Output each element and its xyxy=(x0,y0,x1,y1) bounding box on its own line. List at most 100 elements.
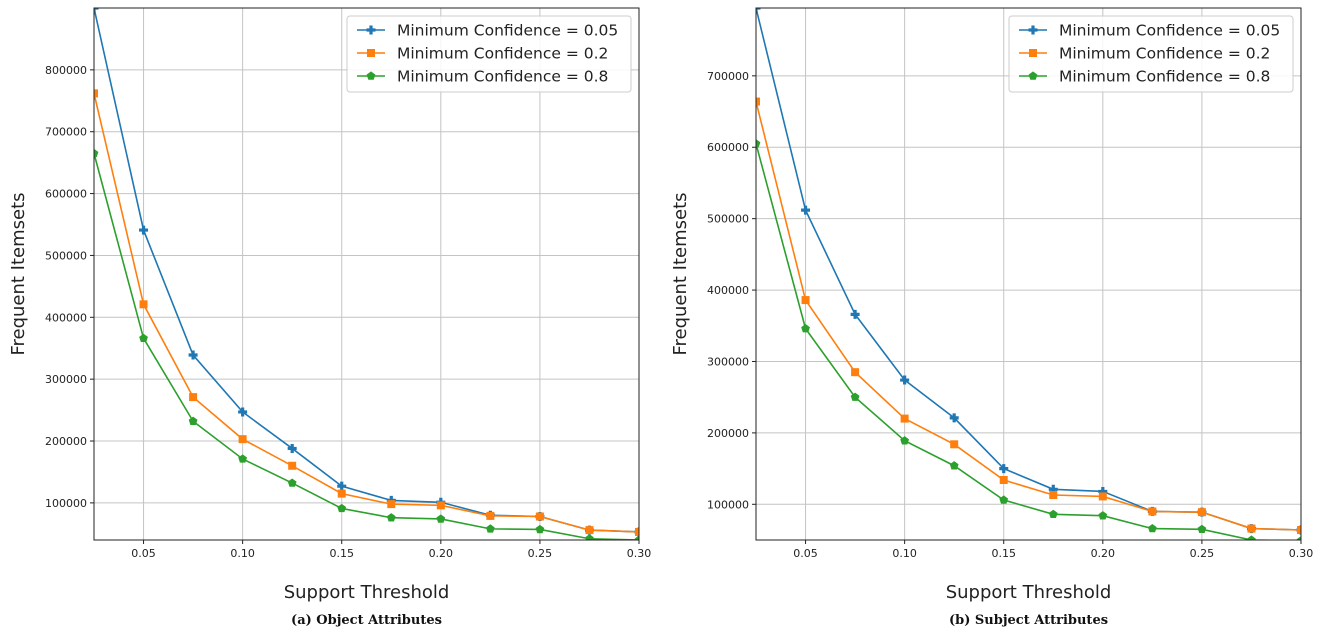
panel-object-attributes: 0.05 0.10 0.15 0.20 0.25 0.30 100000 200000 3000… xyxy=(8,7,652,628)
data-point xyxy=(238,407,248,417)
legend-marker xyxy=(366,71,376,80)
data-point xyxy=(635,527,639,536)
x-tick-label: 0.30 xyxy=(627,547,652,560)
data-point xyxy=(436,514,446,523)
x-axis-label: Support Threshold xyxy=(284,582,450,603)
data-point xyxy=(287,478,297,487)
legend-marker xyxy=(1028,71,1038,80)
data-point xyxy=(801,205,811,215)
data-point xyxy=(287,443,297,453)
y-axis-label: Frequent Itemsets xyxy=(8,192,29,355)
y-tick-label: 200000 xyxy=(707,427,749,440)
y-tick-label: 500000 xyxy=(45,249,87,262)
data-point xyxy=(485,524,495,533)
data-point xyxy=(801,296,810,305)
y-tick-label: 700000 xyxy=(45,126,87,139)
y-tick-label: 500000 xyxy=(707,213,749,226)
y-tick-label: 400000 xyxy=(45,311,87,324)
data-point xyxy=(1197,524,1207,534)
data-point xyxy=(337,481,347,491)
x-tick-label: 0.10 xyxy=(230,547,255,560)
data-point xyxy=(900,436,910,445)
data-point xyxy=(535,524,545,534)
figure-caption: (b) Subject Attributes xyxy=(949,613,1108,628)
data-point xyxy=(1296,536,1301,540)
legend-box xyxy=(1008,15,1294,93)
legend-marker xyxy=(366,25,376,35)
data-point xyxy=(950,440,959,449)
data-point xyxy=(1049,491,1058,500)
series-line-1 xyxy=(94,93,639,533)
legend-entry-label: Minimum Confidence = 0.05 xyxy=(1059,22,1280,40)
y-tick-label: 600000 xyxy=(45,188,87,201)
data-point xyxy=(900,414,909,423)
figure-caption: (a) Object Attributes xyxy=(291,613,442,628)
data-point xyxy=(900,375,910,385)
data-point xyxy=(238,454,248,463)
legend-entry-label: Minimum Confidence = 0.2 xyxy=(1059,45,1270,63)
legend: Minimum Confidence = 0.05 Minimum Confide… xyxy=(1008,15,1294,93)
legend-entry-label: Minimum Confidence = 0.2 xyxy=(397,45,608,63)
data-point xyxy=(188,416,198,425)
data-point xyxy=(238,435,247,444)
data-point xyxy=(756,8,761,13)
data-point xyxy=(337,489,346,498)
data-point xyxy=(1048,509,1058,519)
series-line-1 xyxy=(756,101,1301,531)
plot-frame xyxy=(93,7,640,541)
data-point xyxy=(436,501,445,510)
y-axis-label: Frequent Itemsets xyxy=(670,192,691,355)
data-point xyxy=(801,324,810,333)
legend-entry-label: Minimum Confidence = 0.8 xyxy=(397,68,608,86)
x-tick-label: 0.30 xyxy=(1289,547,1314,560)
data-point xyxy=(850,309,860,319)
x-tick-label: 0.25 xyxy=(528,547,553,560)
data-point xyxy=(189,393,198,402)
data-point xyxy=(139,300,148,309)
legend-marker xyxy=(367,49,375,57)
y-tick-label: 800000 xyxy=(45,64,87,77)
y-tick-label: 700000 xyxy=(707,70,749,83)
data-point xyxy=(337,503,347,513)
y-tick-label: 200000 xyxy=(45,435,87,448)
data-point xyxy=(756,97,760,106)
data-point xyxy=(1147,523,1157,533)
data-point xyxy=(999,495,1009,504)
data-point xyxy=(949,461,959,470)
legend-entry-label: Minimum Confidence = 0.8 xyxy=(1059,68,1270,86)
series-line-2 xyxy=(94,153,639,540)
data-point xyxy=(585,526,594,535)
y-tick-label: 100000 xyxy=(45,497,87,510)
x-tick-label: 0.20 xyxy=(429,547,454,560)
data-point xyxy=(1247,524,1256,533)
data-point xyxy=(387,500,396,509)
x-tick-label: 0.15 xyxy=(991,547,1016,560)
y-tick-label: 600000 xyxy=(707,141,749,154)
data-point xyxy=(851,368,860,377)
data-point xyxy=(1197,508,1206,517)
data-point xyxy=(139,333,148,343)
data-point xyxy=(850,392,860,401)
plot-frame xyxy=(755,7,1302,541)
data-point xyxy=(1048,484,1058,494)
legend-entry-label: Minimum Confidence = 0.05 xyxy=(397,22,618,40)
x-tick-label: 0.15 xyxy=(329,547,354,560)
x-tick-label: 0.20 xyxy=(1091,547,1116,560)
data-point xyxy=(94,89,98,98)
y-tick-label: 300000 xyxy=(45,373,87,386)
y-tick-label: 400000 xyxy=(707,284,749,297)
panel-subject-attributes: 0.05 0.10 0.15 0.20 0.25 0.30 100000 200000 3000… xyxy=(670,7,1314,628)
data-point xyxy=(1148,507,1157,516)
data-point xyxy=(1098,486,1108,496)
data-point xyxy=(288,461,297,470)
x-tick-label: 0.05 xyxy=(131,547,156,560)
data-point xyxy=(999,476,1008,485)
legend-marker xyxy=(1028,25,1038,35)
data-point xyxy=(386,513,396,522)
x-axis-label: Support Threshold xyxy=(946,582,1112,603)
data-point xyxy=(139,225,149,235)
data-point xyxy=(949,413,959,423)
x-tick-label: 0.05 xyxy=(793,547,818,560)
data-point xyxy=(188,350,198,360)
legend: Minimum Confidence = 0.05 Minimum Confide… xyxy=(346,15,632,93)
